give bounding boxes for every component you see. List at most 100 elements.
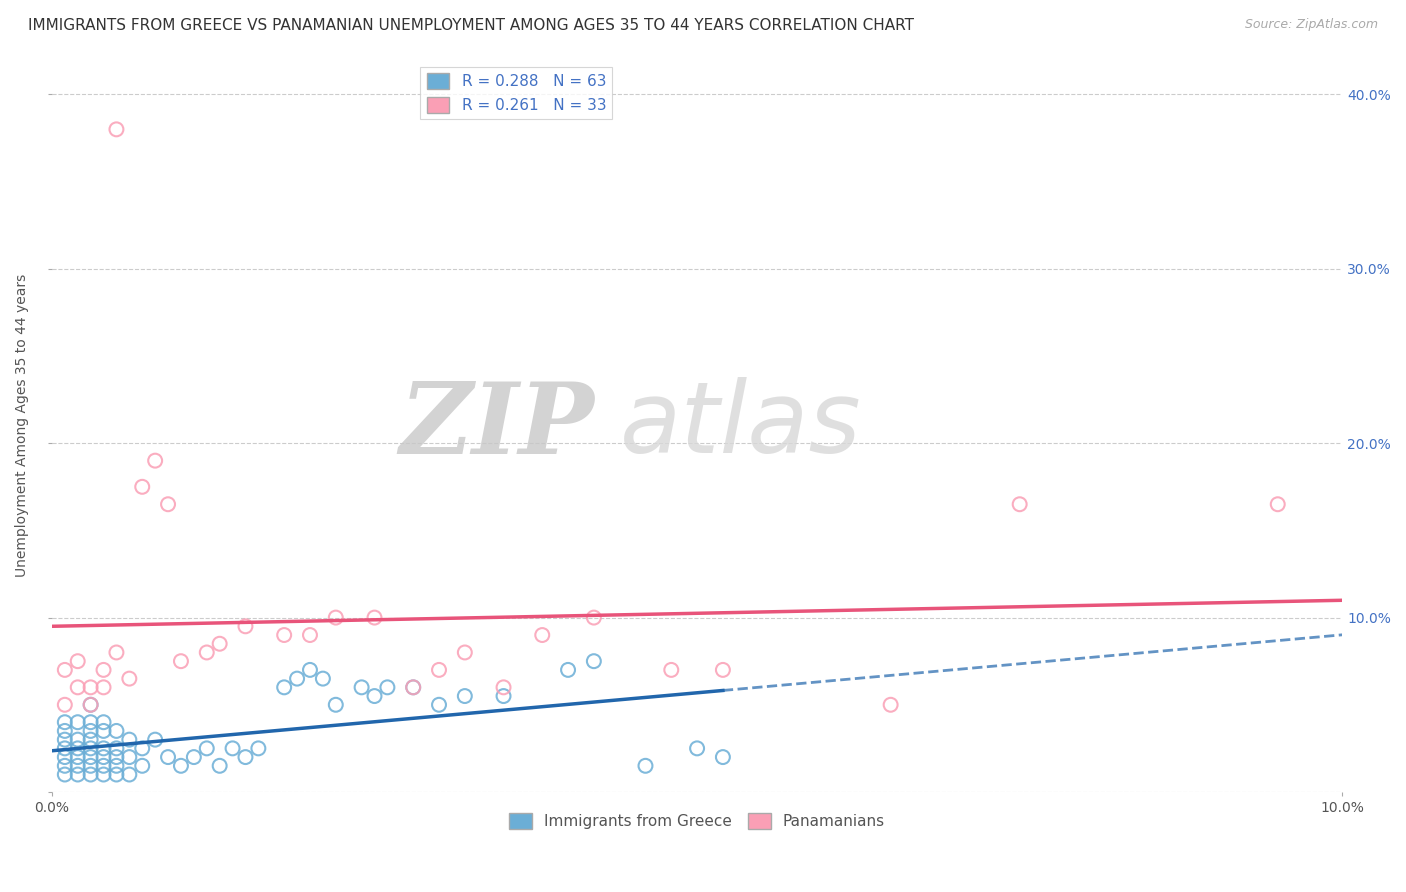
Point <box>66 759 89 773</box>
Point <box>66 750 89 764</box>
Point <box>79 759 101 773</box>
Point <box>53 767 76 781</box>
Point <box>195 741 218 756</box>
Point <box>492 689 515 703</box>
Point <box>131 759 153 773</box>
Point <box>118 767 141 781</box>
Point <box>377 681 399 695</box>
Point <box>273 681 295 695</box>
Point <box>105 750 128 764</box>
Point <box>659 663 682 677</box>
Point <box>711 663 734 677</box>
Point <box>53 732 76 747</box>
Point <box>363 610 385 624</box>
Point <box>157 497 180 511</box>
Point <box>79 698 101 712</box>
Point <box>143 732 166 747</box>
Point <box>79 741 101 756</box>
Point <box>53 698 76 712</box>
Point <box>427 698 450 712</box>
Point <box>492 681 515 695</box>
Point <box>105 767 128 781</box>
Point <box>312 672 335 686</box>
Point <box>118 732 141 747</box>
Point <box>247 741 270 756</box>
Point <box>66 741 89 756</box>
Point <box>427 663 450 677</box>
Point <box>454 645 477 659</box>
Point <box>183 750 205 764</box>
Point <box>79 681 101 695</box>
Point <box>273 628 295 642</box>
Point <box>53 715 76 730</box>
Point <box>195 645 218 659</box>
Point <box>53 663 76 677</box>
Point <box>79 698 101 712</box>
Point <box>582 610 605 624</box>
Point <box>285 672 308 686</box>
Point <box>634 759 657 773</box>
Text: IMMIGRANTS FROM GREECE VS PANAMANIAN UNEMPLOYMENT AMONG AGES 35 TO 44 YEARS CORR: IMMIGRANTS FROM GREECE VS PANAMANIAN UNE… <box>28 18 914 33</box>
Point <box>131 480 153 494</box>
Point <box>686 741 709 756</box>
Point <box>157 750 180 764</box>
Point <box>66 715 89 730</box>
Point <box>93 663 115 677</box>
Point <box>235 619 257 633</box>
Point <box>79 732 101 747</box>
Y-axis label: Unemployment Among Ages 35 to 44 years: Unemployment Among Ages 35 to 44 years <box>15 274 30 577</box>
Point <box>66 654 89 668</box>
Point <box>53 741 76 756</box>
Point <box>325 610 347 624</box>
Point <box>105 645 128 659</box>
Point <box>170 654 193 668</box>
Point <box>66 732 89 747</box>
Point <box>118 750 141 764</box>
Point <box>363 689 385 703</box>
Point <box>105 723 128 738</box>
Point <box>105 122 128 136</box>
Point <box>93 715 115 730</box>
Point <box>221 741 243 756</box>
Point <box>143 453 166 467</box>
Point <box>454 689 477 703</box>
Point <box>79 750 101 764</box>
Point <box>79 723 101 738</box>
Point <box>325 698 347 712</box>
Point <box>208 759 231 773</box>
Point <box>208 637 231 651</box>
Point <box>1267 497 1289 511</box>
Point <box>118 672 141 686</box>
Point <box>170 759 193 773</box>
Point <box>298 663 321 677</box>
Legend: Immigrants from Greece, Panamanians: Immigrants from Greece, Panamanians <box>503 807 891 836</box>
Point <box>402 681 425 695</box>
Point <box>350 681 373 695</box>
Point <box>93 723 115 738</box>
Point <box>531 628 554 642</box>
Point <box>93 741 115 756</box>
Point <box>93 681 115 695</box>
Point <box>711 750 734 764</box>
Text: Source: ZipAtlas.com: Source: ZipAtlas.com <box>1244 18 1378 31</box>
Point <box>105 759 128 773</box>
Point <box>1008 497 1031 511</box>
Point <box>93 750 115 764</box>
Point <box>582 654 605 668</box>
Point <box>298 628 321 642</box>
Point <box>53 723 76 738</box>
Text: atlas: atlas <box>620 377 862 475</box>
Point <box>557 663 579 677</box>
Point <box>79 715 101 730</box>
Point <box>66 767 89 781</box>
Point <box>879 698 901 712</box>
Point <box>66 681 89 695</box>
Text: ZIP: ZIP <box>399 377 593 474</box>
Point <box>79 767 101 781</box>
Point <box>93 759 115 773</box>
Point <box>93 767 115 781</box>
Point <box>105 741 128 756</box>
Point <box>131 741 153 756</box>
Point <box>402 681 425 695</box>
Point <box>53 759 76 773</box>
